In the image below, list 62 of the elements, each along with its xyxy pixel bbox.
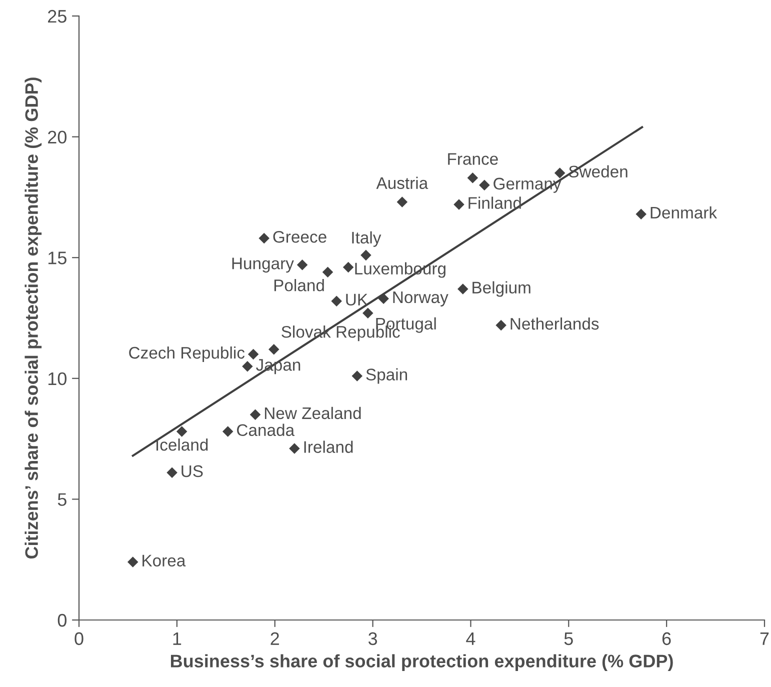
point bbox=[258, 232, 270, 244]
annotation: Denmark bbox=[650, 206, 718, 219]
y-tick-label: 10 bbox=[48, 372, 66, 386]
point bbox=[362, 308, 374, 319]
point bbox=[222, 426, 234, 437]
annotation: Greece bbox=[273, 230, 326, 243]
x-tick-label: 7 bbox=[760, 632, 769, 645]
point bbox=[176, 426, 188, 437]
point bbox=[360, 250, 372, 261]
point bbox=[322, 266, 334, 278]
point bbox=[248, 348, 259, 360]
point bbox=[352, 370, 362, 382]
point bbox=[342, 262, 354, 273]
point bbox=[250, 409, 261, 420]
annotation: Spain bbox=[366, 368, 407, 384]
annotation: Netherlands bbox=[510, 317, 599, 330]
x-tick-label: 4 bbox=[466, 632, 476, 645]
annotation: New Zealand bbox=[264, 406, 361, 420]
point bbox=[467, 172, 478, 184]
annotation: Korea bbox=[142, 554, 186, 566]
point bbox=[166, 467, 178, 478]
y-tick-label: 20 bbox=[48, 130, 66, 144]
point bbox=[454, 199, 464, 210]
point bbox=[289, 443, 300, 454]
point bbox=[331, 296, 342, 306]
x-tick-label: 6 bbox=[662, 632, 671, 646]
y-tick-label: 5 bbox=[58, 493, 66, 506]
point bbox=[554, 168, 566, 178]
point bbox=[242, 360, 253, 372]
x-tick-label: 0 bbox=[74, 632, 84, 646]
annotation: UK bbox=[346, 294, 368, 306]
annotation: Austria bbox=[376, 176, 428, 190]
point bbox=[479, 180, 490, 190]
y-tick-label: 15 bbox=[48, 252, 66, 264]
x-tick-label: 2 bbox=[270, 632, 279, 645]
x-tick-label: 5 bbox=[564, 632, 573, 646]
annotation: Czech Republic bbox=[129, 346, 245, 362]
x-axis-title: Business’s share of social protection expenditure (% GDP) bbox=[170, 654, 673, 672]
point bbox=[396, 196, 408, 208]
point bbox=[636, 208, 646, 220]
point bbox=[378, 293, 389, 304]
point bbox=[458, 284, 468, 294]
x-tick-label: 1 bbox=[173, 632, 182, 645]
annotation: Poland bbox=[274, 279, 324, 292]
annotation: Italy bbox=[352, 231, 382, 247]
annotation: Belgium bbox=[472, 281, 530, 297]
annotation: Iceland bbox=[156, 438, 208, 451]
annotation: Canada bbox=[237, 424, 295, 436]
point bbox=[296, 259, 308, 270]
y-axis-title: Citizens’ share of social protection expenditure (% GDP) bbox=[24, 78, 42, 559]
annotation: Finland bbox=[468, 196, 521, 209]
annotation: Norway bbox=[393, 292, 448, 306]
point bbox=[496, 320, 506, 331]
y-tick-label: 0 bbox=[58, 614, 66, 627]
annotation: Hungary bbox=[232, 258, 294, 273]
annotation: US bbox=[182, 465, 203, 478]
y-tick-label: 25 bbox=[48, 10, 66, 23]
x-tick-label: 3 bbox=[368, 632, 378, 646]
point bbox=[268, 344, 280, 355]
annotation: France bbox=[448, 153, 498, 165]
point bbox=[127, 556, 138, 568]
annotation: Ireland bbox=[304, 440, 353, 453]
